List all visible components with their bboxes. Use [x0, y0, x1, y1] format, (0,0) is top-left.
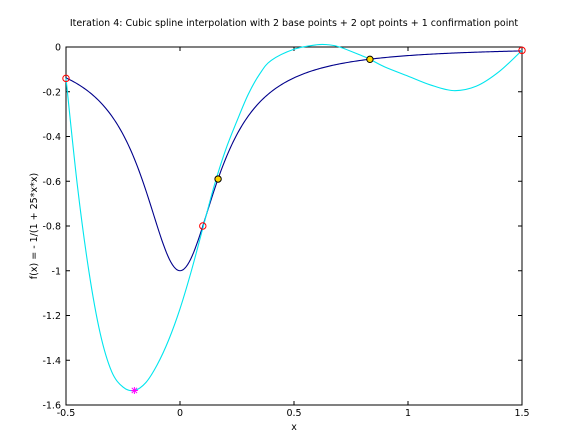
opt-point-marker — [366, 55, 374, 64]
opt-point-marker — [214, 175, 222, 183]
x-tick-label: -0.5 — [57, 408, 76, 419]
y-axis-label: f(x) = - 1/(1 + 25*x*x) — [29, 173, 40, 279]
confirmation-point-marker — [130, 386, 138, 394]
y-tick-label: -0.4 — [42, 132, 61, 143]
base-point-marker — [518, 46, 526, 55]
x-axis-label: x — [291, 422, 297, 433]
series-function-line — [65, 50, 523, 272]
y-tick-label: -0.6 — [42, 177, 61, 188]
y-tick-label: -1.2 — [42, 311, 61, 322]
plot-area: -0.5 0 0.5 1 1.5 0 -0.2 -0.4 -0.6 -0.8 -1 -1.2 -1.4 -… — [42, 43, 529, 420]
y-tick-label: -0.8 — [42, 222, 61, 233]
y-tick-label: 0 — [55, 43, 61, 54]
chart-title: Iteration 4: Cubic spline interpolation … — [70, 18, 518, 29]
y-tick-label: -0.2 — [42, 87, 61, 98]
x-tick-label: 0 — [177, 408, 183, 419]
x-tick-label: 1.5 — [514, 408, 529, 419]
base-point-marker — [62, 74, 70, 83]
axes-box — [65, 46, 523, 406]
series-spline-line — [65, 43, 523, 392]
y-tick-label: -1 — [52, 266, 61, 277]
y-tick-label: -1.4 — [42, 356, 61, 367]
x-tick-label: 0.5 — [286, 408, 301, 419]
y-tick-label: -1.6 — [42, 401, 61, 412]
x-tick-label: 1 — [405, 408, 411, 419]
base-point-marker — [199, 222, 207, 230]
